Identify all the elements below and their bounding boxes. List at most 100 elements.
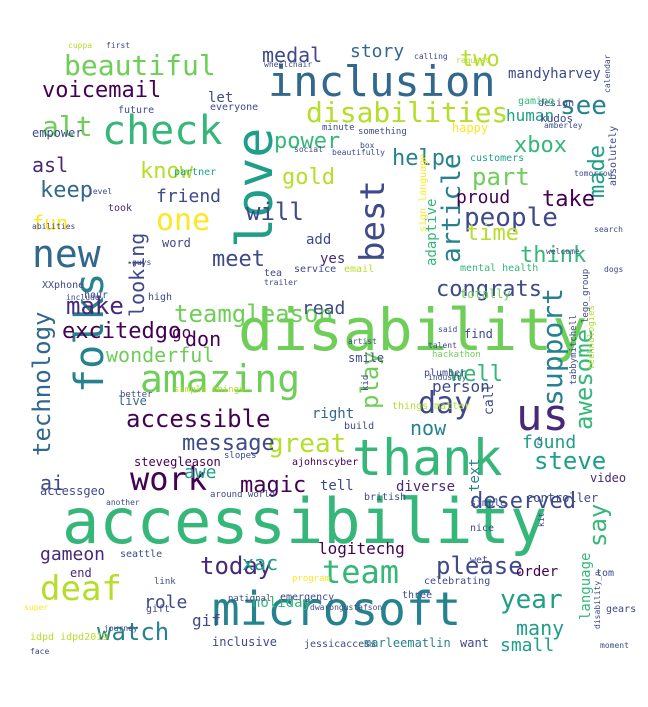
word-disability-n: disability_n [593,571,602,629]
word-logitechg: logitechg [318,539,405,558]
word-work: work [130,460,207,498]
word-love: love [226,128,284,248]
word-day: day [418,386,472,421]
word-industry: industry [428,373,467,382]
word-amazing: amazing [140,357,300,401]
word-service: service [294,264,336,275]
word-emergency: emergency [280,592,334,603]
word-xbox: xbox [514,133,567,158]
word-dwarongustafson: dwarongustafson [310,603,382,612]
word-welcome: welcome [546,247,580,256]
word-microsoft: microsoft [212,582,461,636]
word-wheelchair: wheelchair [264,60,312,69]
word-will: will [246,198,304,226]
word-future: future [118,105,154,116]
word-gears: gears [606,604,636,615]
word-call: call [482,384,497,415]
word-us: us [516,390,569,441]
word-meet: meet [212,247,265,272]
word-simple: simple [470,498,506,509]
word-talent: talent [428,341,457,350]
word-role: role [144,592,187,613]
word-moment: moment [600,641,629,650]
word-play: play [356,351,384,409]
word-alt: alt [42,110,93,143]
word-article: article [437,153,467,263]
word-take: take [542,187,595,212]
word-deaf: deaf [40,569,122,609]
word-three: three [402,590,432,601]
word-around-world: around world [210,490,275,500]
word-guys: guys [132,258,151,267]
word-word: word [162,236,191,250]
word-plumber: plumber [424,368,466,379]
word-totally: totally [460,287,511,301]
word-something: something [358,127,407,137]
word-gold: gold [282,165,335,190]
word-friend: friend [156,186,221,207]
word-many: many [516,616,564,640]
word-folks: folks [67,273,113,393]
word-beautiful: beautiful [64,49,216,82]
word-kit: kit [537,512,546,527]
word-beautifully: beautifully [332,148,385,157]
word-check: check [102,108,222,154]
word-email: email [344,264,374,275]
word-seattle: seattle [120,549,162,560]
word-accessgeo: accessgeo [40,484,105,498]
word-disabilities: disabilities [306,96,508,129]
word-time: time [466,221,519,246]
word-team: team [322,553,399,591]
word-small: small [500,635,554,656]
word-took: took [108,203,132,214]
word-make: make [66,292,124,320]
word-awesome: awesome [570,329,598,430]
word-read: read [302,298,345,319]
word-dogs: dogs [604,265,623,274]
word-build: build [344,421,374,432]
word-abilities: abilities [32,222,76,231]
word-ajohnscyber: ajohnscyber [292,457,358,468]
word-cuppa: cuppa [68,41,92,50]
word-minute: minute [322,123,355,133]
word-new: new [32,232,101,276]
word-watch: watch [97,618,169,646]
word-diverse: diverse [396,479,455,495]
word-keep: keep [40,178,93,203]
word-person: person [432,377,490,396]
word-hour: hour [84,290,108,301]
word-see: see [560,91,607,121]
word-super: super [24,603,48,612]
word-thank: thank [352,429,503,487]
word-made: made [585,145,610,198]
word-gift: gift [146,604,170,615]
word-program: program [292,574,330,584]
word-ai: ai [40,471,64,495]
word-power: power [274,129,340,154]
word-stevegleason: stevegleason [134,455,221,469]
word-tomorrow: tomorrow [574,169,613,178]
word-video: video [590,471,626,485]
word-message: message [182,431,275,456]
word-search: search [594,225,623,234]
word-gameon: gameon [40,544,105,565]
word-add: add [306,232,331,248]
word-calling: calling [414,52,448,61]
word-two: two [460,47,500,72]
word-go: go [172,323,191,342]
word-social: social [294,145,323,154]
word-congrats: congrats [436,277,542,302]
word-marleematlin: marleematlin [364,636,451,650]
word-excitedgo: excitedgo [62,319,181,344]
word-one: one [156,203,210,238]
word-best: best [353,180,393,262]
word-box: box [360,141,375,150]
word-year: year [500,585,563,615]
word-british: british [364,492,406,503]
word-national: national [228,594,271,604]
word-proud: proud [456,187,510,208]
words-layer: accessibility disability microsoft inclusio… [24,41,636,656]
word-looking: looking [125,233,149,317]
word-gaming: gaming [518,96,554,107]
